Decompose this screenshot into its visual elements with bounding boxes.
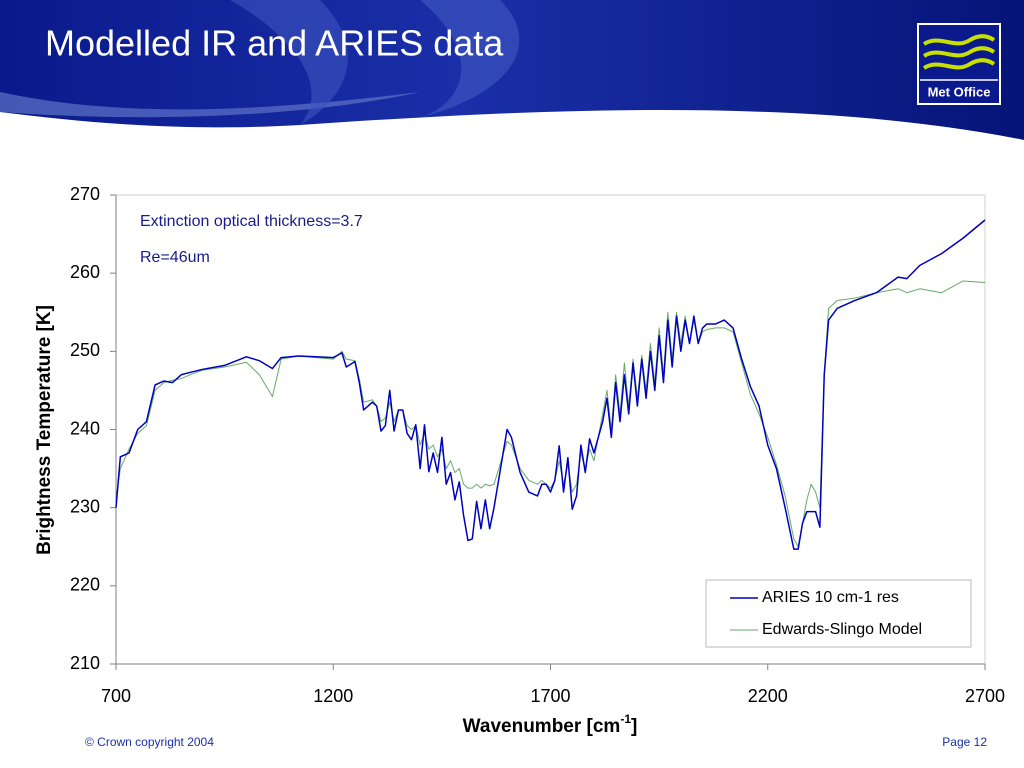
y-tick-label: 270 [70, 184, 100, 204]
y-axis-label: Brightness Temperature [K] [34, 305, 55, 555]
header-banner [0, 0, 1024, 140]
annotation: Re=46um [140, 249, 210, 266]
logo-text: Met Office [928, 84, 991, 99]
legend-label: ARIES 10 cm-1 res [762, 589, 899, 606]
y-tick-label: 240 [70, 418, 100, 438]
x-tick-label: 1700 [530, 686, 570, 706]
x-tick-label: 2200 [748, 686, 788, 706]
y-tick-label: 250 [70, 340, 100, 360]
y-tick-label: 220 [70, 575, 100, 595]
legend-label: Edwards-Slingo Model [762, 621, 922, 638]
x-label-text: Wavenumber [cm [463, 716, 621, 737]
legend-box [705, 579, 972, 648]
annotation: Extinction optical thickness=3.7 [140, 213, 363, 230]
logo: Met Office [917, 23, 1001, 105]
data-line [115, 280, 986, 548]
data-line [115, 219, 986, 550]
copyright: © Crown copyright 2004 [85, 735, 214, 749]
y-tick-label: 230 [70, 496, 100, 516]
x-label-superscript: -1 [620, 712, 631, 726]
x-axis-label: Wavenumber [cm-1] [463, 712, 638, 737]
x-label-text: ] [631, 716, 637, 737]
x-tick-label: 2700 [965, 686, 1005, 706]
x-tick-label: 700 [101, 686, 131, 706]
y-tick-label: 260 [70, 262, 100, 282]
slide-title: Modelled IR and ARIES data [45, 23, 504, 64]
page-number: Page 12 [942, 735, 987, 749]
x-tick-label: 1200 [313, 686, 353, 706]
y-tick-label: 210 [70, 653, 100, 673]
